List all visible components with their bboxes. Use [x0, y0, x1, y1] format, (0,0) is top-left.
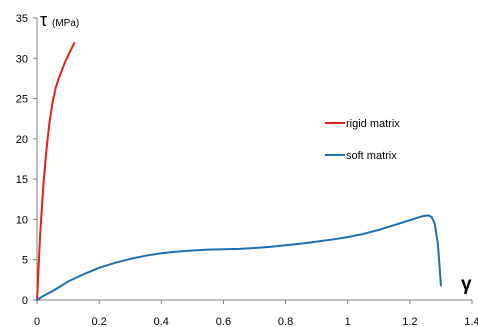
y-axis-ticks: 0 5 10 15 20 25 30 35 [16, 13, 37, 307]
x-tick-label: 1.2 [402, 316, 417, 327]
y-tick-label: 15 [16, 174, 28, 186]
y-axis-label: τ [40, 10, 47, 30]
series-line-soft-matrix [36, 214, 442, 301]
x-tick-label: 1.4 [464, 316, 478, 327]
x-tick-label: 1 [345, 316, 351, 327]
y-tick-label: 5 [22, 255, 28, 267]
legend-label: rigid matrix [346, 118, 400, 130]
axes [36, 18, 472, 301]
y-tick-label: 25 [16, 94, 28, 106]
y-tick-label: 0 [22, 295, 28, 307]
x-axis-label: γ [461, 274, 472, 295]
y-tick-label: 30 [16, 53, 28, 65]
series-layer [36, 41, 442, 301]
series-line-rigid-matrix [36, 41, 76, 301]
x-tick-label: 0.2 [91, 316, 106, 327]
x-tick-label: 0.4 [154, 316, 169, 327]
legend-label: soft matrix [346, 150, 397, 162]
y-tick-label: 10 [16, 214, 28, 226]
y-tick-label: 35 [16, 13, 28, 25]
legend: rigid matrix soft matrix [325, 118, 400, 162]
x-tick-label: 0.6 [216, 316, 231, 327]
y-tick-label: 20 [16, 134, 28, 146]
x-tick-label: 0.8 [278, 316, 293, 327]
x-tick-label: 0 [34, 316, 40, 327]
y-axis-unit: (MPa) [52, 18, 79, 29]
x-axis-ticks: 0 0.2 0.4 0.6 0.8 1 1.2 1.4 [34, 300, 478, 327]
